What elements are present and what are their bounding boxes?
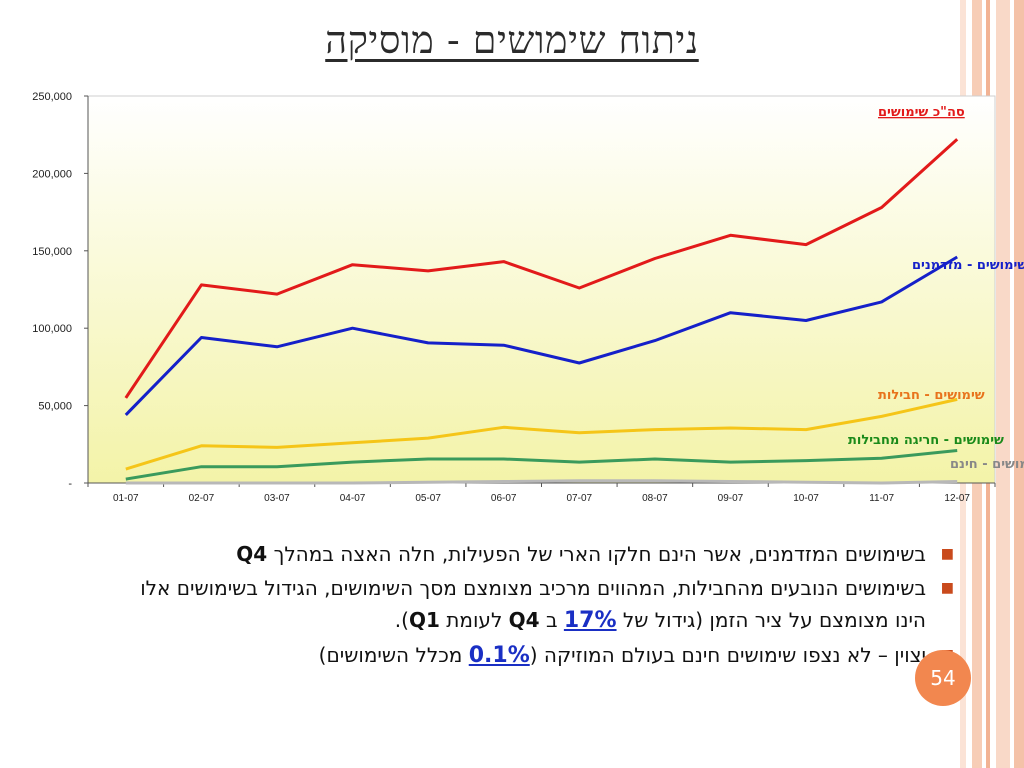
- page-number-badge: 54: [915, 650, 971, 706]
- x-tick-label: 07-07: [567, 493, 593, 504]
- series-label-2: שימושים - חבילות: [878, 388, 985, 403]
- x-tick-label: 12-07: [944, 493, 970, 504]
- x-tick-label: 02-07: [189, 493, 215, 504]
- series-label-3: שימושים - חריגה מחבילות: [848, 433, 1004, 448]
- bullet-text-mid: ב: [539, 608, 564, 632]
- x-tick-label: 11-07: [869, 493, 894, 504]
- y-tick-label: 250,000: [32, 91, 72, 103]
- bullet-item: ■ יצוין – לא נצפו שימושים חינם בעולם המו…: [54, 639, 954, 672]
- x-tick-label: 08-07: [642, 493, 668, 504]
- quarter-label: Q4: [236, 542, 268, 566]
- y-tick-label: 200,000: [32, 168, 72, 180]
- y-tick-label: -: [68, 478, 72, 490]
- bullet-text-line2: הינו מצומצם על ציר הזמן (גידול של: [616, 608, 926, 632]
- series-line-1: [124, 255, 958, 416]
- plot-area: [87, 95, 996, 484]
- x-tick-label: 10-07: [793, 493, 819, 504]
- series-line-4: [125, 479, 958, 485]
- bullet-marker-icon: ■: [940, 580, 954, 596]
- x-tick-label: 01-07: [113, 493, 139, 504]
- x-tick-label: 05-07: [415, 493, 441, 504]
- page-title: ניתוח שימושים - מוסיקה: [325, 18, 699, 62]
- series-label-0: סה"כ שימושים: [878, 105, 965, 120]
- bullet-list: ■ בשימושים המזדמנים, אשר הינם חלקו הארי …: [54, 538, 954, 674]
- quarter-label: Q4: [508, 608, 540, 632]
- bullet-item: ■ בשימושים הנובעים מהחבילות, המהווים מרכ…: [54, 572, 954, 637]
- decor-stripe-4: [996, 0, 1010, 768]
- bullet-item: ■ בשימושים המזדמנים, אשר הינם חלקו הארי …: [54, 538, 954, 570]
- y-tick-label: 150,000: [32, 246, 72, 258]
- series-label-4: שימושים - חינם: [950, 457, 1024, 472]
- decor-stripe-5: [1014, 0, 1024, 768]
- bullet-marker-icon: ■: [940, 546, 954, 562]
- bullet-text: בשימושים המזדמנים, אשר הינם חלקו הארי של…: [267, 542, 926, 566]
- growth-highlight: 17%: [563, 608, 617, 633]
- quarter-label: Q1: [408, 608, 440, 632]
- bullet-text-line1: בשימושים הנובעים מהחבילות, המהווים מרכיב…: [140, 576, 926, 600]
- y-tick-label: 100,000: [32, 323, 72, 335]
- x-tick-label: 06-07: [491, 493, 517, 504]
- y-tick-label: 50,000: [38, 401, 72, 413]
- series-line-3: [125, 449, 958, 481]
- bullet-text-mid: לעומת: [439, 608, 509, 632]
- series-line-2: [125, 397, 958, 471]
- bullet-text: יצוין – לא נצפו שימושים חינם בעולם המוזי…: [529, 643, 926, 667]
- bullet-text-end: ).: [394, 608, 409, 632]
- series-line-0: [124, 138, 959, 399]
- x-tick-label: 09-07: [718, 493, 744, 504]
- bullet-text-end: מכלל השימושים): [318, 643, 469, 667]
- x-tick-label: 04-07: [340, 493, 366, 504]
- x-tick-label: 03-07: [264, 493, 290, 504]
- share-highlight: 0.1%: [468, 643, 530, 668]
- series-label-1: שימושים - מזדמנים: [912, 258, 1024, 273]
- usage-line-chart: - 50,000 100,000 150,000 200,000 250,000 01-07…: [32, 91, 1024, 504]
